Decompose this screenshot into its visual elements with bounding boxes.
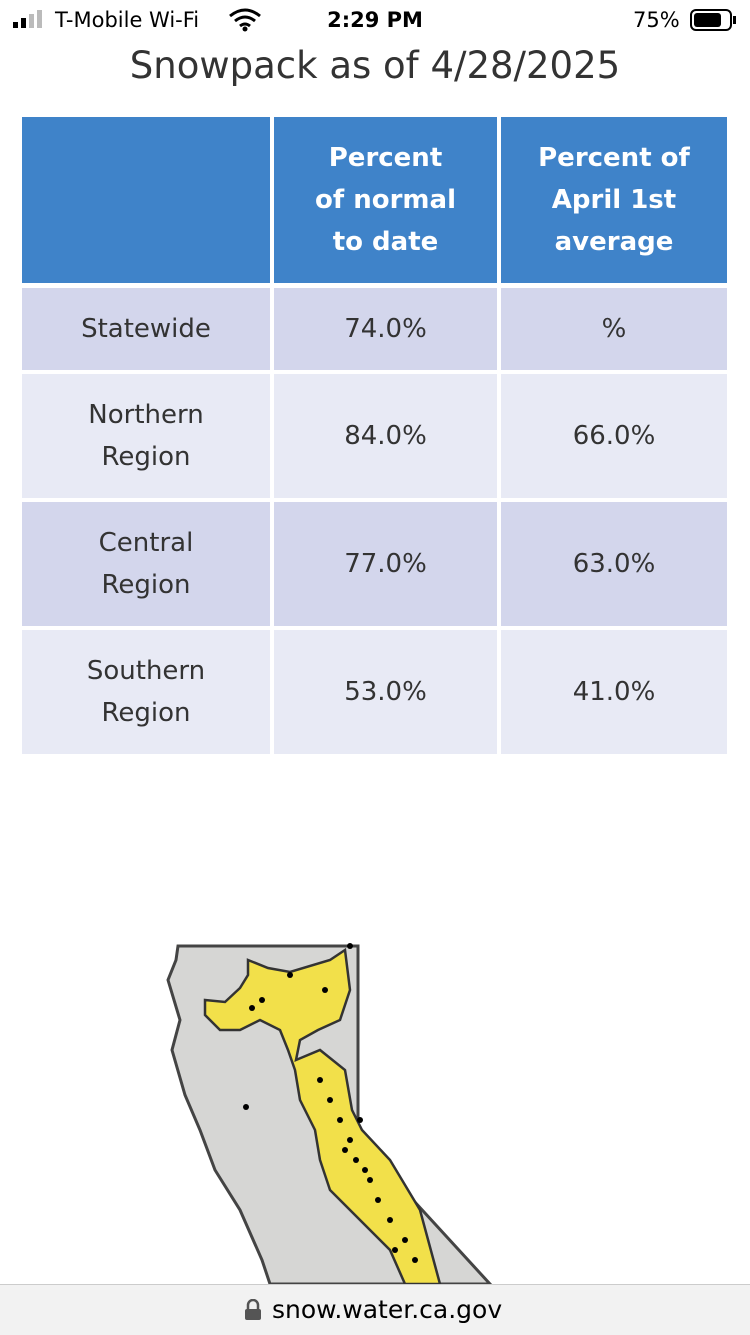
cell-text: 84.0% <box>344 421 427 451</box>
signal-icon <box>13 10 42 28</box>
status-bar: T-Mobile Wi-Fi 2:29 PM 75% <box>0 0 750 40</box>
row-label: Statewide <box>22 288 270 370</box>
row-label: Southern Region <box>22 630 270 754</box>
table-cell: 84.0% <box>274 374 497 498</box>
table-cell: 74.0% <box>274 288 497 370</box>
battery-icon <box>690 9 736 31</box>
cell-text: Central <box>98 528 194 558</box>
table-cell: 77.0% <box>274 502 497 626</box>
cell-text: Region <box>101 442 191 472</box>
cell-text: Percent of <box>538 143 690 173</box>
cell-text: average <box>554 227 674 257</box>
lock-icon <box>245 1299 261 1320</box>
clock: 2:29 PM <box>327 8 423 32</box>
header-cell: Percent of normal to date <box>274 117 497 283</box>
table-cell: 41.0% <box>501 630 727 754</box>
cell-text: 77.0% <box>344 549 427 579</box>
table-cell: 53.0% <box>274 630 497 754</box>
cell-text: 74.0% <box>344 314 427 344</box>
cell-text: Region <box>101 698 191 728</box>
cell-text: 66.0% <box>572 421 656 451</box>
cell-text: Percent <box>328 143 443 173</box>
cell-text: 41.0% <box>572 677 656 707</box>
cell-text: Southern <box>86 656 206 686</box>
cell-text: 53.0% <box>344 677 427 707</box>
page-title: Snowpack as of 4/28/2025 <box>129 44 621 87</box>
cell-text: of normal <box>315 185 456 215</box>
table-cell: 63.0% <box>501 502 727 626</box>
snowpack-map <box>166 943 494 1286</box>
header-cell: Percent of April 1st average <box>501 117 727 283</box>
cell-text: Region <box>101 570 191 600</box>
header-cell <box>22 117 270 283</box>
carrier: T-Mobile Wi-Fi <box>55 8 200 32</box>
cell-text: % <box>601 314 627 344</box>
battery-level: 75% <box>633 8 680 32</box>
table-cell: 66.0% <box>501 374 727 498</box>
table-cell: % <box>501 288 727 370</box>
cell-text: Statewide <box>81 314 211 344</box>
wifi-icon <box>229 8 261 32</box>
row-label: Central Region <box>22 502 270 626</box>
cell-text: to date <box>332 227 439 257</box>
url-text: snow.water.ca.gov <box>272 1295 503 1324</box>
cell-text: 63.0% <box>572 549 656 579</box>
cell-text: April 1st <box>551 185 677 215</box>
url-bar[interactable]: snow.water.ca.gov <box>0 1284 750 1335</box>
row-label: Northern Region <box>22 374 270 498</box>
cell-text: Northern <box>88 400 204 430</box>
